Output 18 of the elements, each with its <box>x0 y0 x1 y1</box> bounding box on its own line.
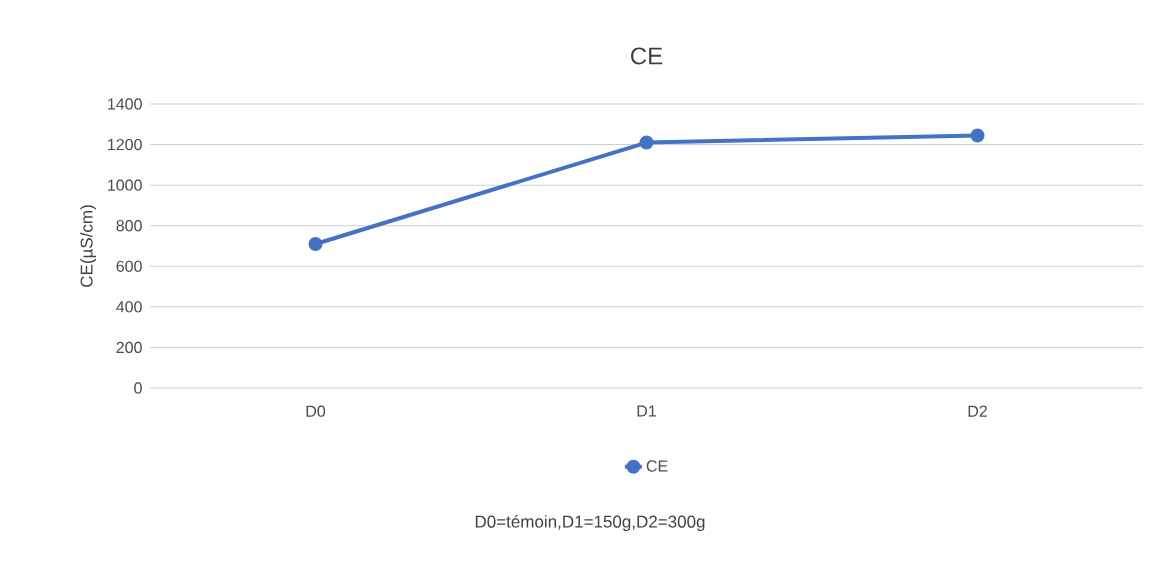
point <box>970 128 985 143</box>
x-tick-label: D1 <box>637 405 656 417</box>
y-tick-label: 1400 <box>108 98 142 110</box>
y-tick-label: 200 <box>116 341 142 354</box>
chart-title: CE <box>631 47 663 65</box>
point <box>639 135 654 150</box>
y-tick-label: 1200 <box>108 138 142 151</box>
y-axis-title: CE(µS/cm) <box>80 205 97 287</box>
y-tick-label: 600 <box>116 260 142 272</box>
y-tick-label: 1000 <box>108 179 142 191</box>
y-tick-label: 0 <box>134 382 142 394</box>
text: D0=témoin,D1=150g,D2=300g <box>475 514 705 532</box>
x-tick-label: D2 <box>968 405 987 417</box>
x-tick-label: D0 <box>306 405 326 417</box>
y-tick-label: 400 <box>116 301 142 313</box>
point <box>308 236 323 251</box>
y-tick-label: 800 <box>116 220 142 232</box>
legend-label: CE <box>646 460 668 472</box>
